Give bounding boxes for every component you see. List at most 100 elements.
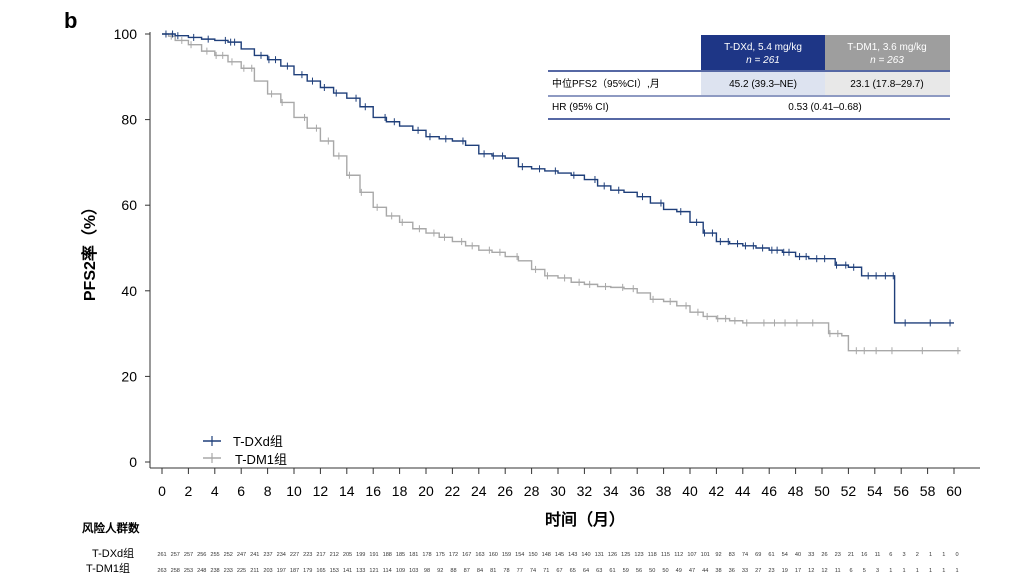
risk-row-tdm1-label: T-DM1组	[86, 561, 130, 575]
risk-value: 107	[687, 552, 696, 558]
risk-value: 133	[356, 568, 365, 574]
risk-value: 141	[343, 568, 352, 574]
risk-value: 114	[383, 568, 392, 574]
row-median-label: 中位PFS2（95%CI）,月	[552, 77, 660, 90]
risk-value: 27	[755, 568, 761, 574]
risk-value: 109	[396, 568, 405, 574]
risk-value: 172	[449, 552, 458, 558]
risk-value: 17	[795, 568, 801, 574]
risk-value: 160	[489, 552, 498, 558]
x-tick-label: 14	[339, 483, 355, 499]
header-tdm1-bg	[825, 35, 950, 70]
x-tick-label: 56	[893, 483, 909, 499]
x-tick-label: 40	[682, 483, 698, 499]
axes	[149, 32, 980, 469]
risk-value: 238	[210, 568, 219, 574]
risk-value: 74	[530, 568, 536, 574]
risk-value: 6	[889, 552, 892, 558]
risk-value: 233	[224, 568, 233, 574]
risk-value: 54	[782, 552, 788, 558]
x-tick-label: 22	[445, 483, 461, 499]
risk-value: 23	[835, 552, 841, 558]
summary-table: T-DXd, 5.4 mg/kg n = 261 T-DM1, 3.6 mg/k…	[548, 35, 950, 120]
risk-value: 63	[596, 568, 602, 574]
y-tick-label: 80	[121, 112, 137, 128]
risk-value: 1	[889, 568, 892, 574]
risk-value: 178	[422, 552, 431, 558]
risk-value: 175	[436, 552, 445, 558]
risk-value: 112	[674, 552, 683, 558]
risk-value: 199	[356, 552, 365, 558]
risk-value: 49	[676, 568, 682, 574]
risk-value: 165	[316, 568, 325, 574]
risk-value: 197	[277, 568, 286, 574]
legend: T-DXd组 T-DM1组	[203, 434, 287, 467]
x-tick-label: 42	[709, 483, 725, 499]
risk-value: 11	[835, 568, 841, 574]
risk-value: 81	[490, 568, 496, 574]
risk-value: 150	[528, 552, 537, 558]
x-tick-label: 54	[867, 483, 883, 499]
risk-value: 163	[475, 552, 484, 558]
risk-value: 237	[263, 552, 272, 558]
risk-value: 257	[184, 552, 193, 558]
risk-value: 185	[396, 552, 405, 558]
risk-value: 101	[701, 552, 710, 558]
y-tick-label: 100	[114, 26, 138, 42]
risk-value: 126	[608, 552, 617, 558]
x-tick-label: 6	[237, 483, 245, 499]
risk-value: 212	[330, 552, 339, 558]
risk-value: 26	[821, 552, 827, 558]
risk-value: 140	[581, 552, 590, 558]
x-tick-label: 4	[211, 483, 219, 499]
risk-value: 247	[237, 552, 246, 558]
risk-value: 181	[409, 552, 418, 558]
risk-value: 191	[369, 552, 378, 558]
risk-value: 87	[464, 568, 470, 574]
risk-value: 77	[517, 568, 523, 574]
risk-value: 1	[916, 568, 919, 574]
x-tick-label: 2	[185, 483, 193, 499]
x-tick-label: 24	[471, 483, 487, 499]
risk-value: 88	[450, 568, 456, 574]
risk-value: 33	[742, 568, 748, 574]
risk-value: 65	[570, 568, 576, 574]
curve-tdxd	[162, 33, 954, 324]
x-tick-label: 44	[735, 483, 751, 499]
risk-value: 255	[210, 552, 219, 558]
risk-value: 92	[715, 552, 721, 558]
y-tick-label: 0	[129, 454, 137, 470]
risk-value: 50	[662, 568, 668, 574]
risk-value: 256	[197, 552, 206, 558]
x-tick-label: 0	[158, 483, 166, 499]
risk-value: 1	[902, 568, 905, 574]
x-tick-label: 18	[392, 483, 408, 499]
risk-value: 69	[755, 552, 761, 558]
risk-value: 153	[330, 568, 339, 574]
header-tdxd-line2: n = 261	[746, 55, 780, 66]
risk-value: 61	[609, 568, 615, 574]
survival-curves	[162, 30, 961, 355]
x-tick-label: 34	[603, 483, 619, 499]
risk-value: 167	[462, 552, 471, 558]
risk-value: 74	[742, 552, 748, 558]
risk-value: 1	[942, 568, 945, 574]
risk-value: 253	[184, 568, 193, 574]
panel-label: b	[64, 8, 77, 33]
header-tdxd-bg	[701, 35, 825, 70]
risk-value: 98	[424, 568, 430, 574]
median-tdxd-bg	[701, 72, 825, 95]
x-tick-label: 28	[524, 483, 540, 499]
risk-value: 84	[477, 568, 483, 574]
risk-value: 203	[263, 568, 272, 574]
risk-value: 154	[515, 552, 524, 558]
risk-value: 121	[369, 568, 378, 574]
risk-value: 227	[290, 552, 299, 558]
risk-value: 1	[929, 552, 932, 558]
risk-value: 3	[902, 552, 905, 558]
risk-value: 19	[782, 568, 788, 574]
risk-value: 12	[821, 568, 827, 574]
x-tick-label: 30	[550, 483, 566, 499]
risk-value: 217	[316, 552, 325, 558]
risk-value: 16	[861, 552, 867, 558]
